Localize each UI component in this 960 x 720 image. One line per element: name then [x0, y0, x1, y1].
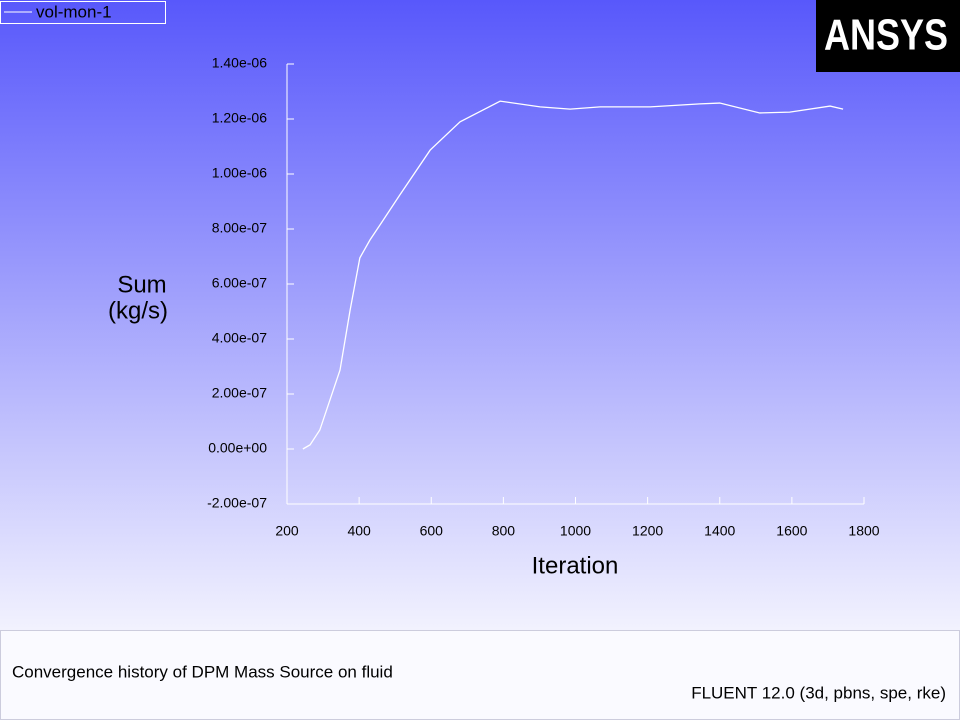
y-tick-label: 0.00e+00 [208, 440, 267, 456]
y-tick-label: 1.00e-06 [212, 165, 267, 181]
y-axis-title: Sum [117, 271, 166, 298]
y-tick-label: 4.00e-07 [212, 330, 267, 346]
y-tick-label: 6.00e-07 [212, 275, 267, 291]
plot-background [0, 0, 960, 630]
x-tick-label: 1000 [560, 523, 591, 539]
x-tick-label: 200 [275, 523, 299, 539]
y-tick-label: 8.00e-07 [212, 220, 267, 236]
x-tick-label: 600 [420, 523, 444, 539]
x-axis-title: Iteration [532, 552, 619, 579]
x-tick-label: 1600 [776, 523, 807, 539]
y-tick-label: 1.40e-06 [212, 55, 267, 71]
caption-panel [0, 630, 960, 720]
x-tick-label: 1800 [848, 523, 879, 539]
x-tick-label: 800 [492, 523, 516, 539]
x-tick-label: 1400 [704, 523, 735, 539]
x-tick-label: 400 [347, 523, 371, 539]
legend-box [0, 1, 166, 24]
y-tick-label: 2.00e-07 [212, 385, 267, 401]
logo-box [816, 0, 960, 72]
y-axis-title: (kg/s) [108, 297, 168, 324]
x-tick-label: 1200 [632, 523, 663, 539]
solver-info: FLUENT 12.0 (3d, pbns, spe, rke) [691, 683, 946, 702]
y-tick-label: 1.20e-06 [212, 110, 267, 126]
caption: Convergence history of DPM Mass Source o… [12, 662, 393, 681]
y-tick-label: -2.00e-07 [207, 495, 267, 511]
logo: ANSYS [824, 11, 948, 60]
series-line [302, 100, 844, 450]
legend-label: vol-mon-1 [36, 2, 112, 21]
